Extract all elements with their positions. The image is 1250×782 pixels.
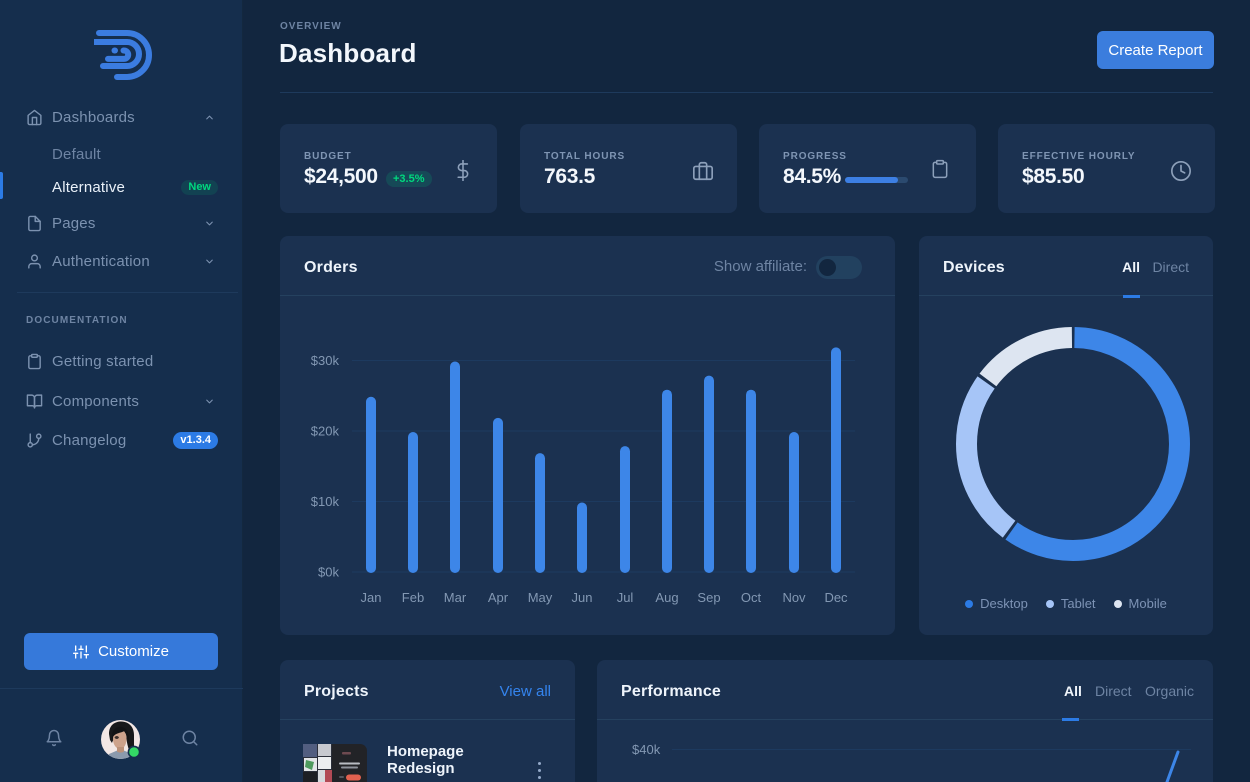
svg-text:$10k: $10k: [311, 494, 340, 509]
svg-text:Jan: Jan: [361, 590, 382, 605]
svg-text:Nov: Nov: [782, 590, 806, 605]
svg-text:Jul: Jul: [617, 590, 634, 605]
svg-text:May: May: [528, 590, 553, 605]
svg-text:Mar: Mar: [444, 590, 467, 605]
svg-text:$20k: $20k: [311, 424, 340, 439]
svg-text:$40k: $40k: [632, 742, 661, 757]
svg-text:Aug: Aug: [655, 590, 678, 605]
svg-text:Sep: Sep: [697, 590, 720, 605]
svg-text:Dec: Dec: [824, 590, 848, 605]
svg-text:$30k: $30k: [311, 353, 340, 368]
svg-text:Jun: Jun: [572, 590, 593, 605]
svg-text:Feb: Feb: [402, 590, 424, 605]
svg-text:Oct: Oct: [741, 590, 762, 605]
svg-text:Apr: Apr: [488, 590, 509, 605]
svg-text:$0k: $0k: [318, 565, 339, 580]
